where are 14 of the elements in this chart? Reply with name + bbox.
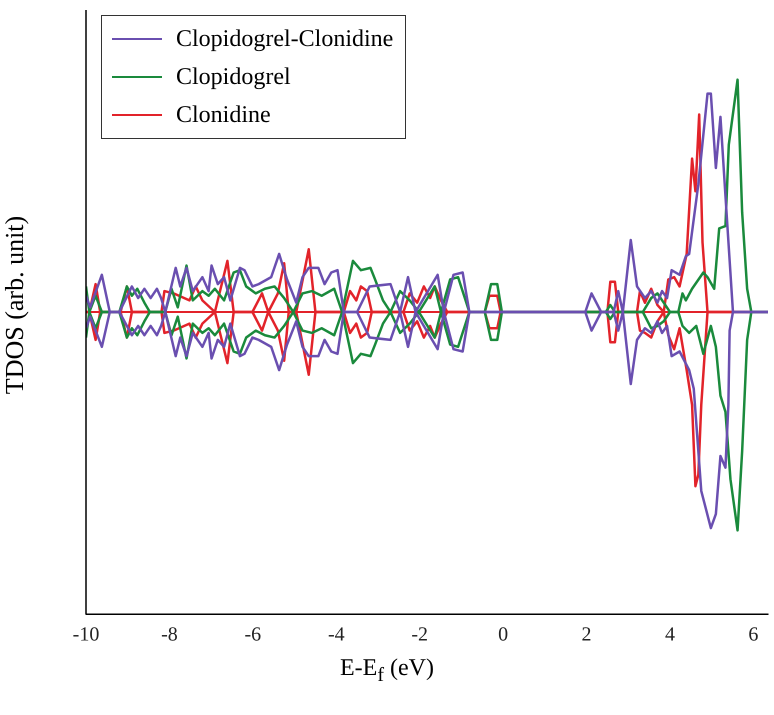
legend-label: Clonidine [176,102,271,128]
legend-label: Clopidogrel [176,64,291,90]
x-tick-label: -2 [411,623,428,646]
x-tick-label: -10 [72,623,100,646]
legend-label: Clopidogrel-Clonidine [176,26,394,52]
x-tick-label: 2 [582,623,592,646]
x-tick-label: 4 [664,623,675,646]
x-tick-label: 0 [498,623,508,646]
x-tick-label: -4 [328,623,345,646]
x-tick-label: 6 [748,623,758,646]
x-tick-label: -8 [161,623,178,646]
y-axis-title: TDOS (arb. unit) [0,214,30,396]
x-tick-label: -6 [244,623,262,646]
x-axis-title: E-E$_{f}$ (eV) [339,655,435,687]
